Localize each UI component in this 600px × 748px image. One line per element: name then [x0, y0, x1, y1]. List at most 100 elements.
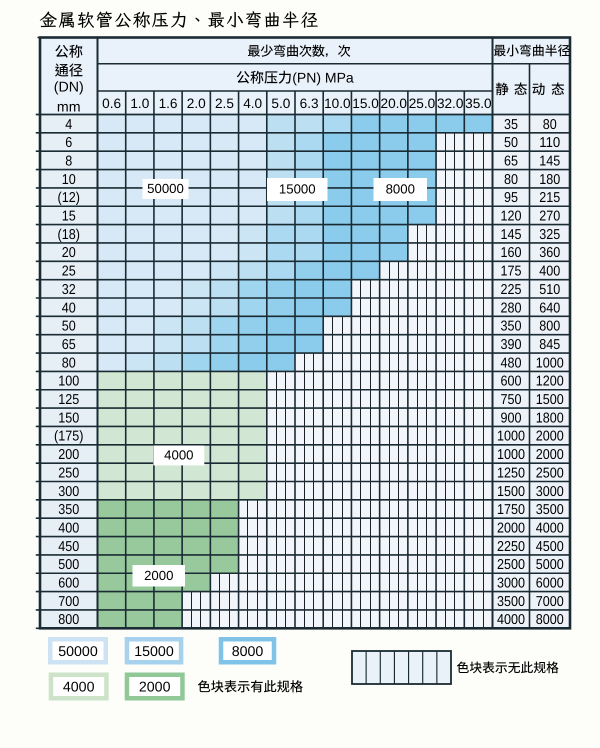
svg-text:500: 500	[58, 557, 79, 573]
svg-text:2500: 2500	[497, 557, 525, 573]
svg-text:3500: 3500	[497, 594, 525, 610]
svg-text:8000: 8000	[536, 612, 564, 628]
svg-text:145: 145	[501, 227, 522, 243]
svg-text:4000: 4000	[536, 520, 564, 536]
svg-text:65: 65	[504, 153, 518, 169]
svg-text:1.6: 1.6	[159, 96, 178, 111]
svg-text:15.0: 15.0	[352, 96, 379, 111]
svg-text:2000: 2000	[497, 520, 525, 536]
svg-text:1750: 1750	[497, 502, 525, 518]
svg-text:8: 8	[65, 153, 72, 169]
svg-text:(18): (18)	[58, 227, 80, 243]
svg-text:80: 80	[504, 172, 518, 188]
svg-text:180: 180	[539, 172, 560, 188]
svg-text:400: 400	[539, 264, 560, 280]
svg-text:10.0: 10.0	[324, 96, 351, 111]
svg-text:2000: 2000	[139, 680, 171, 696]
svg-text:160: 160	[501, 245, 522, 261]
svg-text:225: 225	[501, 282, 522, 298]
svg-text:1000: 1000	[536, 355, 564, 371]
svg-text:270: 270	[539, 209, 560, 225]
svg-text:350: 350	[58, 502, 79, 518]
svg-text:25: 25	[62, 264, 76, 280]
svg-text:50000: 50000	[58, 644, 98, 660]
svg-text:4000: 4000	[63, 680, 95, 696]
svg-text:510: 510	[539, 282, 560, 298]
svg-text:100: 100	[58, 374, 79, 390]
svg-text:(175): (175)	[54, 429, 83, 445]
svg-text:110: 110	[539, 135, 560, 151]
svg-text:145: 145	[539, 153, 560, 169]
svg-text:1250: 1250	[497, 465, 525, 481]
svg-text:8000: 8000	[232, 644, 264, 660]
svg-text:(12): (12)	[58, 190, 80, 206]
svg-text:600: 600	[58, 576, 79, 592]
svg-text:0.6: 0.6	[102, 96, 121, 111]
svg-text:65: 65	[62, 337, 76, 353]
svg-text:4.0: 4.0	[243, 96, 262, 111]
svg-text:125: 125	[58, 392, 79, 408]
svg-text:4000: 4000	[164, 448, 193, 463]
svg-text:600: 600	[501, 374, 522, 390]
svg-text:6: 6	[65, 135, 72, 151]
svg-text:400: 400	[58, 520, 79, 536]
svg-text:15: 15	[62, 209, 76, 225]
svg-text:215: 215	[539, 190, 560, 206]
svg-text:25.0: 25.0	[409, 96, 436, 111]
svg-text:20.0: 20.0	[381, 96, 408, 111]
svg-text:40: 40	[62, 300, 76, 316]
svg-text:80: 80	[543, 117, 557, 133]
svg-text:95: 95	[504, 190, 518, 206]
svg-text:32.0: 32.0	[437, 96, 464, 111]
svg-text:280: 280	[501, 300, 522, 316]
svg-text:15000: 15000	[134, 644, 174, 660]
svg-text:2.5: 2.5	[215, 96, 234, 111]
svg-text:2500: 2500	[536, 465, 564, 481]
svg-text:4500: 4500	[536, 539, 564, 555]
svg-text:10: 10	[62, 172, 76, 188]
svg-text:mm: mm	[57, 99, 81, 115]
svg-text:2000: 2000	[536, 447, 564, 463]
svg-text:20: 20	[62, 245, 76, 261]
svg-text:2250: 2250	[497, 539, 525, 555]
svg-text:2000: 2000	[144, 568, 173, 583]
svg-text:750: 750	[501, 392, 522, 408]
svg-text:120: 120	[501, 209, 522, 225]
svg-text:80: 80	[62, 355, 76, 371]
svg-text:1500: 1500	[497, 484, 525, 500]
svg-text:7000: 7000	[536, 594, 564, 610]
svg-text:8000: 8000	[386, 182, 415, 197]
svg-text:50000: 50000	[147, 181, 184, 196]
svg-text:250: 250	[58, 465, 79, 481]
svg-text:5.0: 5.0	[271, 96, 290, 111]
svg-text:1200: 1200	[536, 374, 564, 390]
svg-text:175: 175	[501, 264, 522, 280]
svg-text:1500: 1500	[536, 392, 564, 408]
svg-text:32: 32	[62, 282, 76, 298]
svg-text:325: 325	[539, 227, 560, 243]
svg-text:4: 4	[65, 117, 72, 133]
svg-text:2.0: 2.0	[187, 96, 206, 111]
svg-text:50: 50	[504, 135, 518, 151]
svg-text:640: 640	[539, 300, 560, 316]
svg-text:390: 390	[501, 337, 522, 353]
svg-text:15000: 15000	[279, 182, 316, 197]
svg-text:1000: 1000	[497, 429, 525, 445]
svg-text:150: 150	[58, 410, 79, 426]
svg-text:200: 200	[58, 447, 79, 463]
svg-text:3000: 3000	[536, 484, 564, 500]
svg-text:845: 845	[539, 337, 560, 353]
svg-text:(DN): (DN)	[54, 80, 84, 96]
svg-text:1.0: 1.0	[130, 96, 149, 111]
svg-text:300: 300	[58, 484, 79, 500]
svg-text:800: 800	[58, 612, 79, 628]
svg-text:(PN) MPa: (PN) MPa	[292, 70, 354, 86]
svg-text:3000: 3000	[497, 576, 525, 592]
svg-text:1000: 1000	[497, 447, 525, 463]
svg-text:800: 800	[539, 319, 560, 335]
svg-text:480: 480	[501, 355, 522, 371]
svg-text:1800: 1800	[536, 410, 564, 426]
svg-text:50: 50	[62, 319, 76, 335]
svg-text:360: 360	[539, 245, 560, 261]
svg-text:35: 35	[504, 117, 518, 133]
